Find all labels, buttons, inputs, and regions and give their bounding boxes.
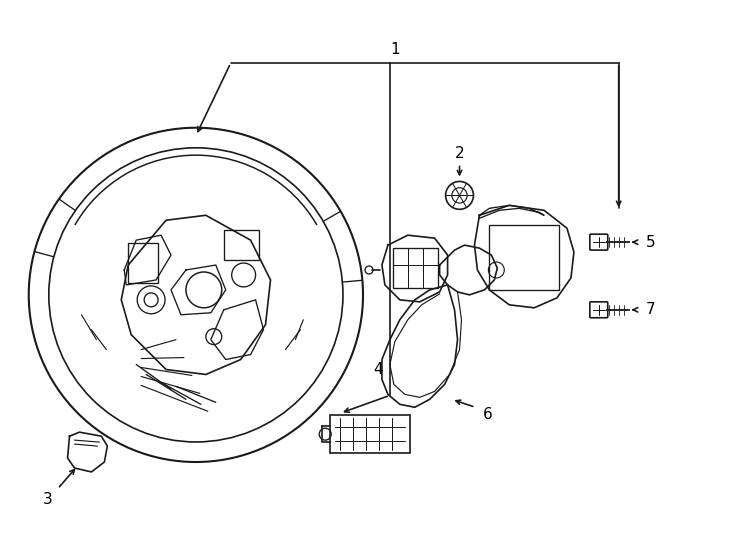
Text: 4: 4 <box>373 362 382 377</box>
Text: 5: 5 <box>646 235 655 249</box>
Text: 6: 6 <box>482 407 493 422</box>
Text: 2: 2 <box>454 146 465 161</box>
Text: 7: 7 <box>646 302 655 318</box>
Text: 3: 3 <box>43 492 53 507</box>
Text: 1: 1 <box>390 42 400 57</box>
